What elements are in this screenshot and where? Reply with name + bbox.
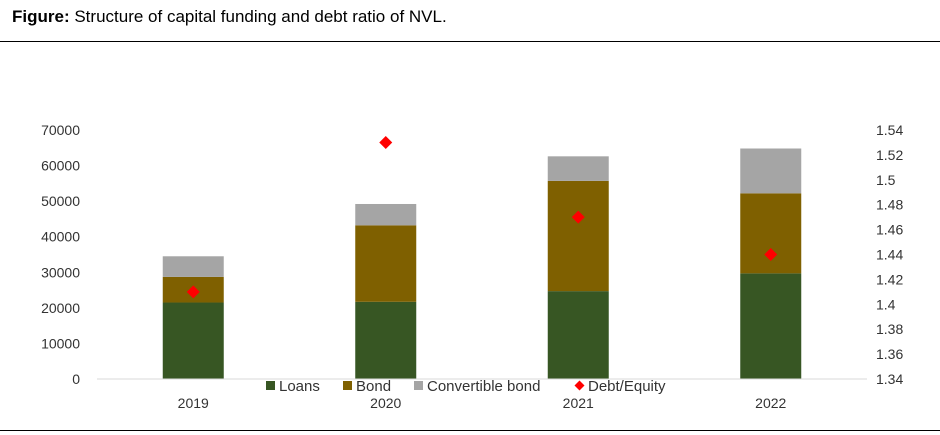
y-right-tick-label: 1.4 (876, 296, 896, 312)
y-right-tick-label: 1.42 (876, 271, 903, 287)
bar-segment (740, 193, 802, 274)
y-left-tick-label: 30000 (41, 264, 80, 280)
legend-swatch (574, 380, 585, 391)
y-right-tick-label: 1.36 (876, 346, 903, 362)
bottom-rule (0, 430, 940, 431)
y-right-tick-label: 1.54 (876, 122, 903, 138)
legend-swatch (266, 381, 275, 390)
y-right-tick-label: 1.52 (876, 147, 903, 163)
y-right-tick-label: 1.34 (876, 371, 903, 387)
top-rule (0, 41, 940, 42)
debt-equity-marker (764, 248, 778, 261)
y-right-tick-label: 1.44 (876, 247, 903, 263)
debt-equity-marker (186, 285, 200, 299)
y-left-tick-label: 10000 (41, 335, 80, 351)
bar-segment (162, 302, 224, 379)
legend-label: Bond (356, 378, 391, 395)
y-left-tick-label: 20000 (41, 300, 80, 316)
bar-segment (355, 225, 417, 302)
bar-segment (547, 180, 609, 292)
y-right-tick-label: 1.38 (876, 321, 903, 337)
x-tick-label: 2020 (370, 395, 401, 411)
x-tick-label: 2022 (755, 395, 786, 411)
figure-caption: Figure: Structure of capital funding and… (12, 6, 447, 28)
debt-equity-marker (571, 210, 585, 224)
y-left-tick-label: 0 (72, 371, 80, 387)
y-right-tick-label: 1.5 (876, 172, 896, 188)
x-tick-label: 2021 (563, 395, 594, 411)
figure-label: Figure: (12, 7, 70, 26)
legend-label: Loans (279, 378, 320, 395)
bar-segment (547, 291, 609, 379)
bar-segment (740, 273, 802, 379)
y-left-tick-label: 70000 (41, 122, 80, 138)
legend-swatch (343, 381, 352, 390)
y-left-tick-label: 40000 (41, 229, 80, 245)
bar-segment (355, 301, 417, 379)
debt-equity-marker (379, 135, 393, 149)
bar-segment (355, 203, 417, 226)
legend-swatch (414, 381, 423, 390)
x-tick-label: 2019 (178, 395, 209, 411)
y-left-tick-label: 60000 (41, 158, 80, 174)
legend-label: Convertible bond (427, 378, 540, 395)
y-right-tick-label: 1.48 (876, 197, 903, 213)
bar-segment (162, 256, 224, 277)
y-left-tick-label: 50000 (41, 193, 80, 209)
figure-title: Structure of capital funding and debt ra… (74, 7, 447, 26)
bar-segment (547, 156, 609, 181)
bar-segment (740, 148, 802, 194)
legend-label: Debt/Equity (588, 378, 666, 395)
y-right-tick-label: 1.46 (876, 222, 903, 238)
